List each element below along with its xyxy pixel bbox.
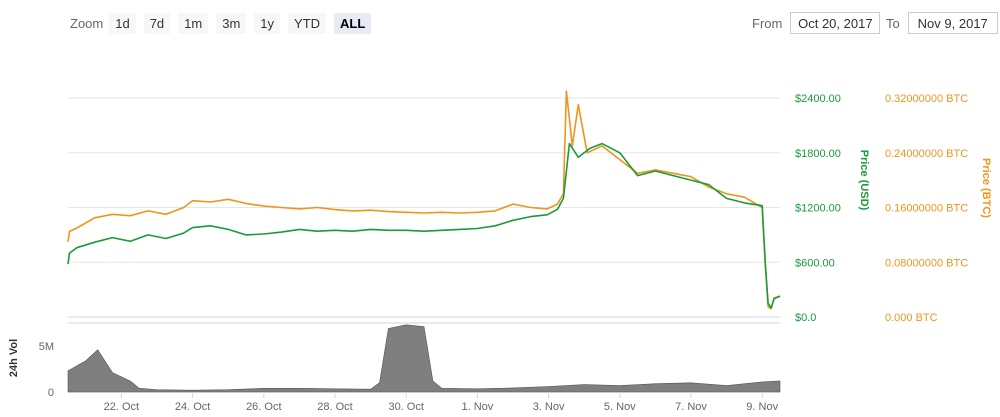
x-axis: 22. Oct 24. Oct 26. Oct 28. Oct 30. Oct 1. No… [104,392,779,413]
zoom-label: Zoom [70,15,104,31]
btc-tick-label: 0.08000000 BTC [885,257,968,269]
volume-tick-label: 5M [39,341,54,353]
x-tick-label: 26. Oct [246,401,281,413]
zoom-all-button[interactable]: ALL [334,12,372,34]
to-date-input[interactable]: Nov 9, 2017 [907,12,998,34]
x-tick-label: 9. Nov [746,401,778,413]
series-layer [67,90,781,393]
usd-tick-label: $1200.00 [795,203,841,215]
usd-tick-label: $2400.00 [795,93,841,105]
usd-tick-label: $1800.00 [795,148,841,160]
range-from: From Oct 20, 2017 [752,12,881,34]
usd-axis: $0.0 $600.00 $1200.00 $1800.00 $2400.00 [795,93,841,324]
x-tick-label: 24. Oct [175,401,210,413]
volume-area [67,324,781,393]
btc-axis-title: Price (BTC) [980,158,992,218]
to-label: To [886,15,900,31]
zoom-3m-button[interactable]: 3m [216,12,247,34]
x-tick-label: 30. Oct [388,401,423,413]
btc-price-line [67,90,781,310]
zoom-7d-button[interactable]: 7d [143,12,171,34]
btc-tick-label: 0.16000000 BTC [885,203,968,215]
btc-tick-label: 0.32000000 BTC [885,93,968,105]
btc-tick-label: 0.000 BTC [885,312,938,324]
x-tick-label: 5. Nov [604,401,636,413]
x-tick-label: 1. Nov [462,401,494,413]
zoom-bar: Zoom 1d 7d 1m 3m 1y YTD ALL [70,12,379,34]
x-tick-label: 28. Oct [317,401,352,413]
x-tick-label: 22. Oct [104,401,139,413]
zoom-1m-button[interactable]: 1m [178,12,209,34]
usd-price-line [67,142,781,309]
grid-lines [68,97,780,318]
usd-axis-title: Price (USD) [858,150,870,211]
zoom-1d-button[interactable]: 1d [109,12,136,34]
usd-tick-label: $600.00 [795,257,835,269]
zoom-ytd-button[interactable]: YTD [288,12,327,34]
x-tick-label: 3. Nov [533,401,565,413]
range-to: To Nov 9, 2017 [886,12,998,34]
zoom-1y-button[interactable]: 1y [254,12,281,34]
btc-axis: 0.000 BTC 0.08000000 BTC 0.16000000 BTC 0.2… [885,93,968,324]
x-tick-label: 7. Nov [675,401,707,413]
volume-tick-label: 0 [48,387,54,399]
from-date-input[interactable]: Oct 20, 2017 [790,12,881,34]
volume-axis: 0 5M [39,341,54,399]
usd-tick-label: $0.0 [795,312,816,324]
btc-tick-label: 0.24000000 BTC [885,148,968,160]
volume-axis-title: 24h Vol [8,339,20,377]
from-label: From [752,15,783,31]
